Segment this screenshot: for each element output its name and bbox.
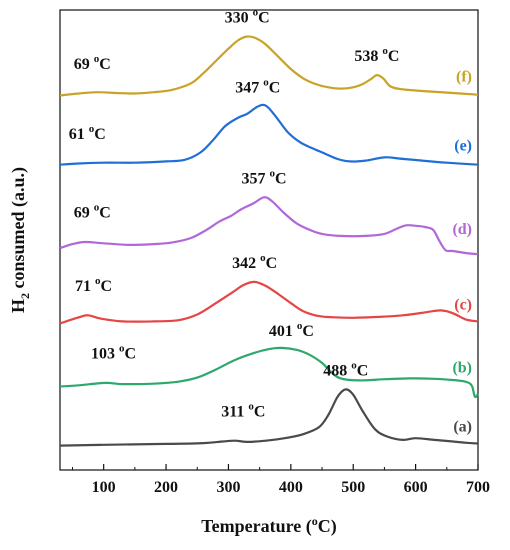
series-label: (b) [452,359,472,376]
peak-label: 357 oC [241,167,286,187]
series-line [59,103,479,166]
plot-frame [59,9,479,471]
x-axis-label-sup: o [312,514,318,528]
x-tick-label: 500 [341,479,365,496]
y-axis-label-rest: consumed (a.u.) [8,167,29,293]
y-axis-label-sub: 2 [18,293,32,299]
peak-label: 488 oC [323,359,368,379]
peak-label: 61 oC [69,123,106,143]
series-line [59,35,479,97]
x-tick-label: 700 [466,479,490,496]
x-tick-label: 400 [279,479,303,496]
series-line [59,346,479,399]
peak-label: 330 oC [225,6,270,26]
x-tick-label: 300 [216,479,240,496]
peak-label: 103 oC [91,343,136,363]
y-axis-label-main: H [8,299,28,313]
series-line [59,196,479,256]
peak-label: 69 oC [74,53,111,73]
peak-label: 538 oC [354,45,399,65]
series-label: (e) [454,138,472,155]
x-axis-label-end: C) [318,516,337,537]
peak-label: 311 oC [221,400,265,420]
x-tick-label: 200 [154,479,178,496]
x-tick-label: 600 [404,479,428,496]
peak-label: 71 oC [75,275,112,295]
series-label: (f) [456,68,472,85]
peak-label: 347 oC [235,76,280,96]
peak-label: 401 oC [269,320,314,340]
series-label: (d) [452,221,472,238]
x-axis-label: Temperature (oC) [201,514,336,537]
series-layer [59,35,479,447]
annotation-layer: (f) 330 oC 538 oC 69 oC (e) 347 oC 61 oC (d) 357… [69,6,472,435]
peak-label: 342 oC [232,252,277,272]
x-axis-ticks: 100 200 300 400 500 600 700 [71,464,490,496]
peak-label: 69 oC [74,202,111,222]
series-line [59,388,479,447]
x-tick-label: 100 [92,479,116,496]
y-axis-label: H2 consumed (a.u.) [8,167,32,313]
x-axis-label-text: Temperature ( [201,516,311,537]
series-label: (a) [453,418,472,435]
series-label: (c) [454,296,472,313]
series-line [59,280,479,325]
